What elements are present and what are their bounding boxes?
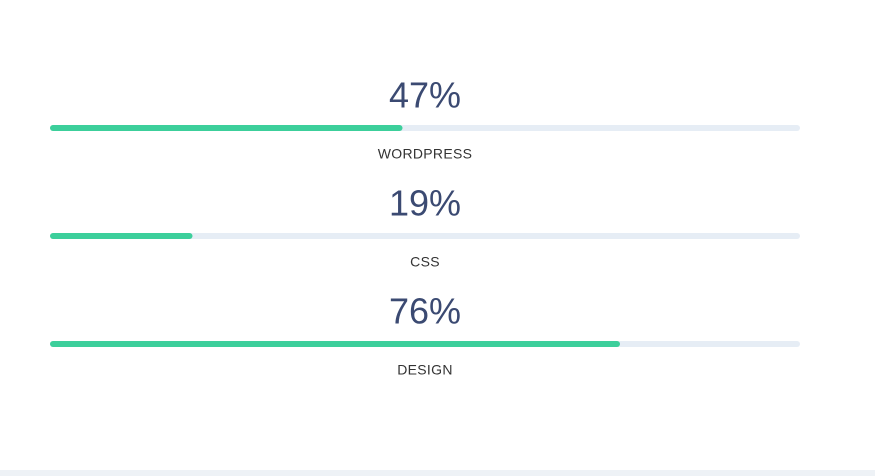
progress-track	[50, 233, 800, 239]
skill-label: DESIGN	[397, 362, 452, 378]
progress-fill	[50, 233, 193, 239]
percent-label: 47%	[389, 75, 461, 116]
skill-label: WORDPRESS	[378, 146, 473, 162]
skill-label: CSS	[410, 254, 440, 270]
percent-label: 76%	[389, 291, 461, 332]
footer-strip	[0, 470, 875, 476]
progress-fill	[50, 125, 403, 131]
percent-label: 19%	[389, 183, 461, 224]
progress-fill	[50, 341, 620, 347]
